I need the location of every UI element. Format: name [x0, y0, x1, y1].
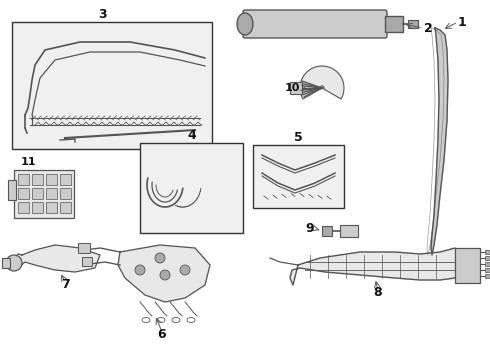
Bar: [46, 188, 57, 199]
Polygon shape: [14, 245, 100, 272]
Text: 8: 8: [374, 285, 382, 298]
Text: 6: 6: [158, 328, 166, 342]
Bar: [18, 188, 29, 199]
Bar: [12, 22, 212, 149]
Polygon shape: [290, 248, 462, 285]
Bar: [485, 262, 490, 266]
Bar: [32, 174, 43, 185]
Polygon shape: [431, 28, 448, 255]
Bar: [32, 188, 43, 199]
Bar: [140, 143, 243, 233]
Bar: [18, 202, 29, 213]
Bar: [322, 226, 332, 236]
Bar: [60, 202, 71, 213]
Bar: [2, 258, 10, 268]
Text: 2: 2: [424, 22, 432, 35]
Text: 3: 3: [98, 8, 106, 21]
FancyBboxPatch shape: [243, 10, 387, 38]
Circle shape: [180, 265, 190, 275]
Bar: [18, 174, 29, 185]
Text: 4: 4: [187, 129, 196, 141]
Wedge shape: [300, 66, 344, 99]
Bar: [408, 20, 418, 28]
Bar: [340, 225, 358, 237]
Bar: [8, 180, 16, 200]
Bar: [455, 248, 480, 283]
Circle shape: [135, 265, 145, 275]
Circle shape: [6, 255, 22, 271]
Bar: [60, 174, 71, 185]
Text: 1: 1: [458, 15, 466, 28]
Bar: [485, 268, 490, 272]
Bar: [78, 243, 90, 253]
Bar: [485, 256, 490, 260]
Circle shape: [160, 270, 170, 280]
Polygon shape: [118, 245, 210, 302]
Text: 5: 5: [294, 131, 303, 144]
Bar: [290, 82, 302, 94]
Text: 11: 11: [20, 157, 36, 167]
Text: 10: 10: [284, 83, 300, 93]
Bar: [253, 145, 344, 208]
Ellipse shape: [237, 13, 253, 35]
Bar: [485, 274, 490, 278]
Bar: [82, 257, 92, 266]
Text: 7: 7: [61, 279, 70, 292]
Bar: [385, 16, 403, 32]
Text: 9: 9: [306, 221, 314, 234]
Bar: [60, 188, 71, 199]
Bar: [46, 202, 57, 213]
Circle shape: [155, 253, 165, 263]
Bar: [485, 250, 490, 254]
Bar: [14, 170, 74, 218]
Bar: [32, 202, 43, 213]
Bar: [46, 174, 57, 185]
